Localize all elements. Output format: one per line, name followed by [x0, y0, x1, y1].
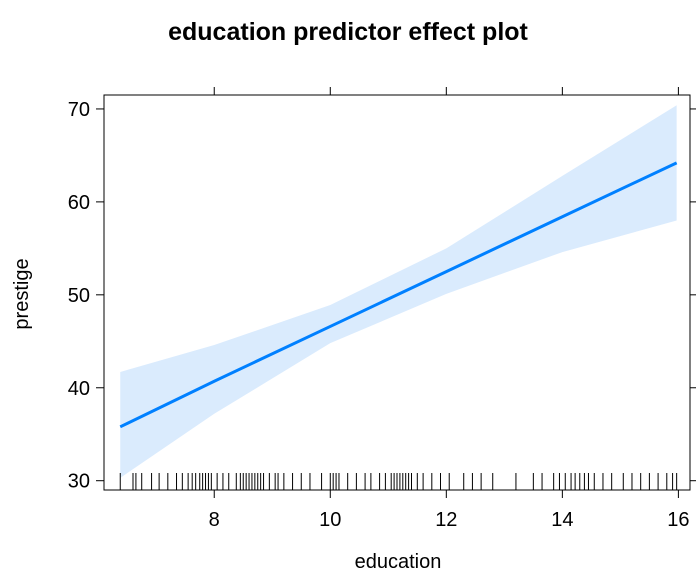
confidence-band-layer: [120, 105, 677, 478]
rug-layer: [119, 473, 678, 490]
y-tick-label: 30: [68, 471, 90, 493]
y-tick-label: 70: [68, 99, 90, 121]
y-tick-label: 60: [68, 192, 90, 214]
fit-line: [119, 161, 678, 429]
y-axis: 30 40 50 60 70: [68, 99, 696, 493]
fit-line-layer: [119, 161, 678, 429]
x-tick-label: 14: [551, 509, 573, 531]
chart-title: education predictor effect plot: [168, 18, 528, 46]
y-tick-label: 40: [68, 378, 90, 400]
x-tick-label: 8: [209, 509, 220, 531]
y-axis-label: prestige: [11, 258, 33, 329]
confidence-band: [120, 105, 677, 478]
x-tick-label: 10: [319, 509, 341, 531]
plot-frame: [103, 94, 691, 491]
x-tick-label: 12: [435, 509, 457, 531]
y-tick-label: 50: [68, 285, 90, 307]
x-axis: 8 10 12 14 16: [209, 87, 690, 531]
x-axis-label: education: [355, 551, 442, 573]
x-tick-label: 16: [667, 509, 689, 531]
